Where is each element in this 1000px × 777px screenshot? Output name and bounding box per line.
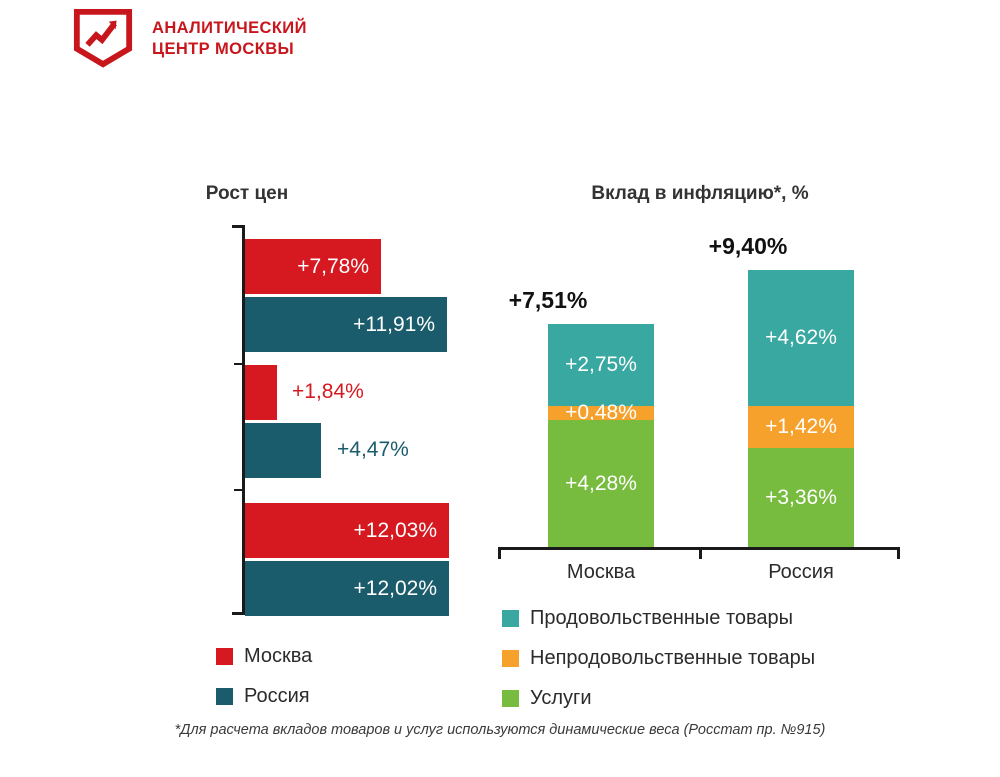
stack-value-moscow-food: +2,75%	[565, 353, 637, 376]
axis-tick-2	[234, 489, 243, 491]
stack-value-russia-services: +3,36%	[765, 485, 837, 509]
legend-item-russia[interactable]: Россия	[216, 686, 310, 706]
bar-value-moscow-services: +12,03%	[353, 518, 438, 542]
axis-tick-1	[234, 363, 243, 365]
bar-value-moscow-food: +7,78%	[297, 254, 369, 278]
bar-value-moscow-nonfood: +1,84%	[292, 380, 364, 403]
bar-value-russia-food: +11,91%	[353, 312, 435, 336]
legend-label-nonfood: Непродовольственные товары	[530, 647, 816, 669]
footnote: *Для расчета вкладов товаров и услуг исп…	[174, 722, 826, 738]
stack-total-russia: +9,40%	[708, 233, 788, 259]
shield-chart-icon	[73, 8, 133, 68]
stack-segment-russia-services[interactable]: +3,36%	[748, 448, 854, 547]
bar-value-russia-nonfood: +4,47%	[337, 438, 409, 461]
axis-label-russia: Россия	[768, 561, 834, 583]
axis-label-moscow: Москва	[566, 561, 636, 583]
legend-swatch-russia	[216, 687, 233, 705]
legend-swatch-nonfood	[502, 649, 519, 667]
legend-swatch-services	[502, 689, 519, 707]
brand-name-line2: ЦЕНТР МОСКВЫ	[152, 40, 295, 58]
stack-column-moscow[interactable]: +2,75% +0,48% +4,28%	[548, 324, 654, 547]
bar-russia-services[interactable]: +12,02%	[245, 561, 449, 616]
price-growth-chart: Продовольственные товары +7,78% +11,91% …	[0, 225, 480, 616]
legend-label-moscow: Москва	[244, 645, 313, 667]
legend-item-moscow[interactable]: Москва	[216, 646, 312, 666]
brand-name-line1: АНАЛИТИЧЕСКИЙ	[152, 19, 307, 37]
bar-moscow-nonfood[interactable]	[245, 365, 277, 420]
legend-label-services: Услуги	[530, 687, 592, 709]
axis-cap-top	[232, 225, 242, 228]
stack-column-russia[interactable]: +4,62% +1,42% +3,36%	[748, 270, 854, 547]
axis-tick-left	[498, 547, 501, 559]
stack-segment-moscow-nonfood[interactable]: +0,48%	[548, 401, 654, 424]
stack-segment-moscow-services[interactable]: +4,28%	[548, 420, 654, 547]
legend-swatch-food	[502, 609, 519, 627]
stack-segment-russia-food[interactable]: +4,62%	[748, 270, 854, 406]
stack-value-russia-nonfood: +1,42%	[765, 415, 837, 438]
axis-cap-bottom	[232, 612, 242, 615]
axis-tick-middle	[699, 547, 702, 559]
legend-item-food[interactable]: Продовольственные товары	[502, 608, 793, 628]
stack-value-moscow-nonfood: +0,48%	[565, 401, 637, 424]
stack-total-moscow: +7,51%	[508, 287, 588, 313]
inflation-contribution-chart: +7,51% +2,75% +0,48% +4,28% Москва +9,40…	[490, 225, 920, 583]
legend-label-russia: Россия	[244, 685, 310, 707]
brand-logo: АНАЛИТИЧЕСКИЙ ЦЕНТР МОСКВЫ	[72, 8, 307, 70]
right-chart-title: Вклад в инфляцию*, %	[591, 183, 809, 204]
brand-name: АНАЛИТИЧЕСКИЙ ЦЕНТР МОСКВЫ	[152, 18, 307, 60]
legend-item-services[interactable]: Услуги	[502, 688, 592, 708]
bar-moscow-food[interactable]: +7,78%	[245, 239, 381, 294]
left-chart-title: Рост цен	[205, 183, 289, 204]
legend-swatch-moscow	[216, 647, 233, 665]
bar-moscow-services[interactable]: +12,03%	[245, 503, 449, 558]
stack-value-moscow-services: +4,28%	[565, 471, 637, 495]
bar-russia-nonfood[interactable]	[245, 423, 321, 478]
stack-segment-russia-nonfood[interactable]: +1,42%	[748, 406, 854, 448]
legend-item-nonfood[interactable]: Непродовольственные товары	[502, 648, 815, 668]
bar-value-russia-services: +12,02%	[353, 576, 438, 600]
legend-label-food: Продовольственные товары	[530, 607, 794, 629]
stack-value-russia-food: +4,62%	[765, 326, 837, 349]
stack-segment-moscow-food[interactable]: +2,75%	[548, 324, 654, 406]
bar-russia-food[interactable]: +11,91%	[245, 297, 447, 352]
value-axis	[242, 225, 245, 615]
axis-tick-right	[897, 547, 900, 559]
